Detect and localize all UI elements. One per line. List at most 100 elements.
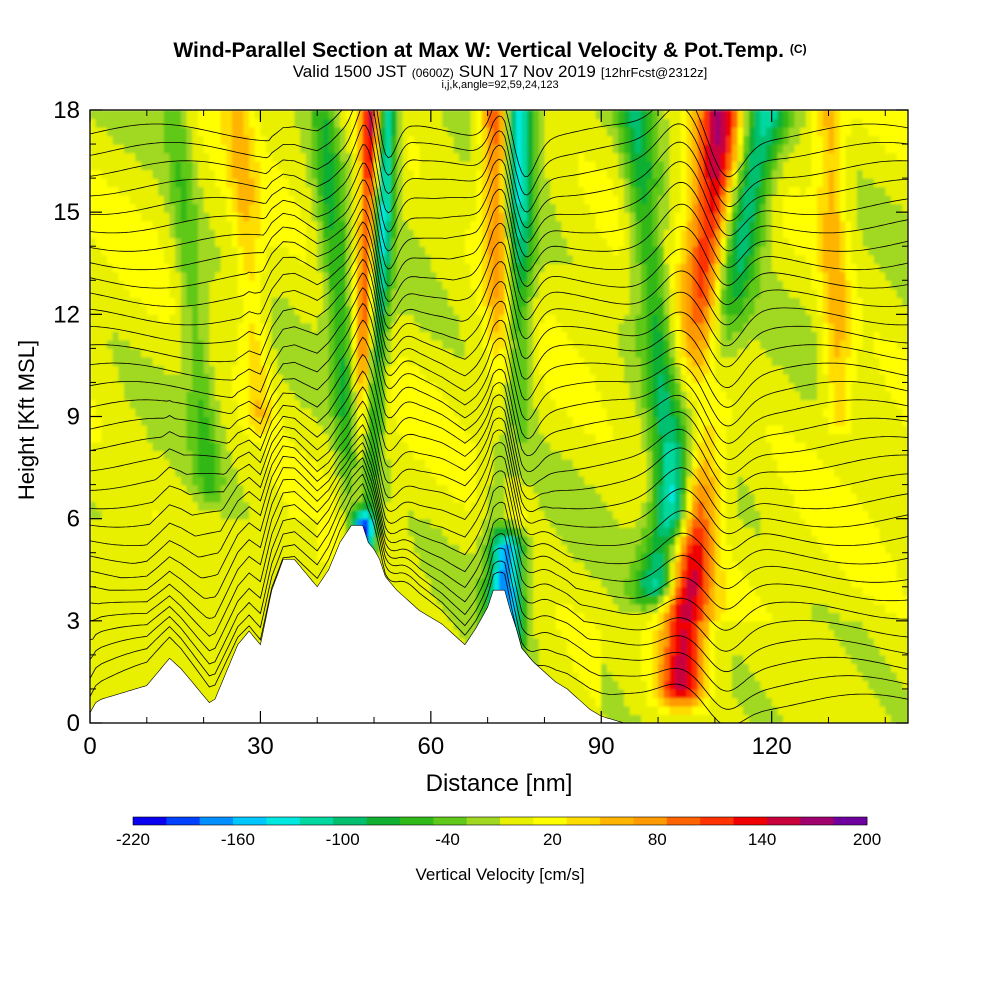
velocity-cell: [129, 135, 137, 145]
velocity-cell: [237, 127, 244, 137]
velocity-cell: [220, 595, 227, 605]
velocity-cell: [243, 135, 250, 145]
velocity-cell: [203, 671, 210, 682]
velocity-cell: [425, 552, 432, 562]
velocity-cell: [328, 467, 335, 477]
velocity-cell: [356, 288, 364, 298]
velocity-cell: [413, 450, 421, 460]
velocity-cell: [311, 314, 318, 324]
velocity-cell: [459, 348, 466, 358]
velocity-cell: [129, 254, 137, 264]
velocity-cell: [464, 586, 472, 596]
velocity-cell: [288, 212, 296, 222]
velocity-cell: [413, 476, 421, 486]
velocity-cell: [95, 425, 102, 435]
velocity-cell: [345, 501, 352, 511]
velocity-cell: [243, 518, 250, 528]
velocity-cell: [334, 271, 341, 281]
velocity-cell: [379, 510, 386, 520]
velocity-cell: [288, 229, 296, 239]
velocity-cell: [328, 476, 335, 486]
velocity-cell: [107, 612, 114, 622]
velocity-cell: [158, 178, 165, 188]
velocity-cell: [436, 110, 443, 120]
velocity-cell: [447, 373, 455, 384]
velocity-cell: [368, 365, 375, 375]
velocity-cell: [141, 671, 148, 682]
velocity-cell: [442, 229, 449, 239]
velocity-cell: [476, 229, 483, 239]
velocity-cell: [379, 144, 386, 154]
velocity-cell: [243, 118, 250, 128]
velocity-cell: [322, 442, 330, 452]
velocity-cell: [385, 416, 392, 426]
velocity-cell: [288, 127, 296, 137]
velocity-cell: [254, 552, 262, 562]
velocity-cell: [141, 467, 148, 477]
velocity-cell: [180, 552, 188, 562]
velocity-cell: [453, 552, 460, 562]
velocity-cell: [368, 433, 375, 443]
velocity-cell: [232, 578, 239, 588]
velocity-cell: [300, 535, 307, 545]
velocity-cell: [180, 518, 188, 528]
velocity-cell: [90, 348, 97, 358]
velocity-cell: [214, 305, 222, 315]
velocity-cell: [124, 220, 131, 230]
velocity-cell: [129, 407, 137, 418]
velocity-cell: [192, 518, 199, 528]
velocity-cell: [180, 348, 188, 358]
velocity-cell: [271, 178, 279, 188]
velocity-cell: [226, 459, 233, 469]
velocity-cell: [243, 612, 250, 622]
velocity-cell: [180, 603, 188, 613]
velocity-cell: [328, 442, 335, 452]
velocity-cell: [129, 569, 137, 579]
velocity-cell: [476, 578, 483, 588]
velocity-cell: [464, 110, 472, 120]
velocity-cell: [447, 595, 455, 605]
velocity-cell: [180, 620, 188, 630]
velocity-cell: [351, 425, 358, 435]
velocity-cell: [175, 501, 182, 511]
velocity-cell: [249, 433, 256, 443]
velocity-cell: [226, 237, 233, 247]
velocity-cell: [391, 203, 398, 213]
velocity-cell: [243, 578, 250, 588]
velocity-cell: [226, 339, 233, 349]
velocity-cell: [135, 595, 142, 605]
velocity-cell: [305, 322, 313, 332]
velocity-cell: [345, 161, 352, 171]
velocity-cell: [220, 169, 227, 179]
velocity-cell: [453, 339, 460, 349]
velocity-cell: [476, 518, 483, 528]
velocity-cell: [146, 127, 154, 137]
velocity-cell: [464, 433, 472, 443]
velocity-cell: [396, 450, 404, 460]
velocity-cell: [141, 305, 148, 315]
velocity-cell: [101, 654, 108, 664]
velocity-cell: [351, 442, 358, 452]
velocity-cell: [135, 220, 142, 230]
velocity-cell: [101, 620, 108, 630]
velocity-cell: [328, 161, 335, 171]
velocity-cell: [95, 518, 102, 528]
velocity-cell: [328, 339, 335, 349]
velocity-cell: [180, 297, 188, 307]
velocity-cell: [362, 152, 369, 162]
velocity-cell: [220, 433, 227, 443]
subtitle-forecast: [12hrFcst@2312z]: [601, 65, 707, 80]
velocity-cell: [476, 195, 483, 205]
velocity-cell: [425, 356, 432, 367]
velocity-cell: [470, 203, 477, 213]
velocity-cell: [112, 373, 119, 384]
velocity-cell: [430, 390, 438, 401]
velocity-cell: [152, 144, 159, 154]
velocity-cell: [317, 203, 324, 213]
velocity-cell: [146, 382, 154, 392]
velocity-cell: [107, 356, 114, 367]
velocity-cell: [90, 459, 97, 469]
velocity-cell: [249, 254, 256, 264]
velocity-cell: [470, 144, 477, 154]
